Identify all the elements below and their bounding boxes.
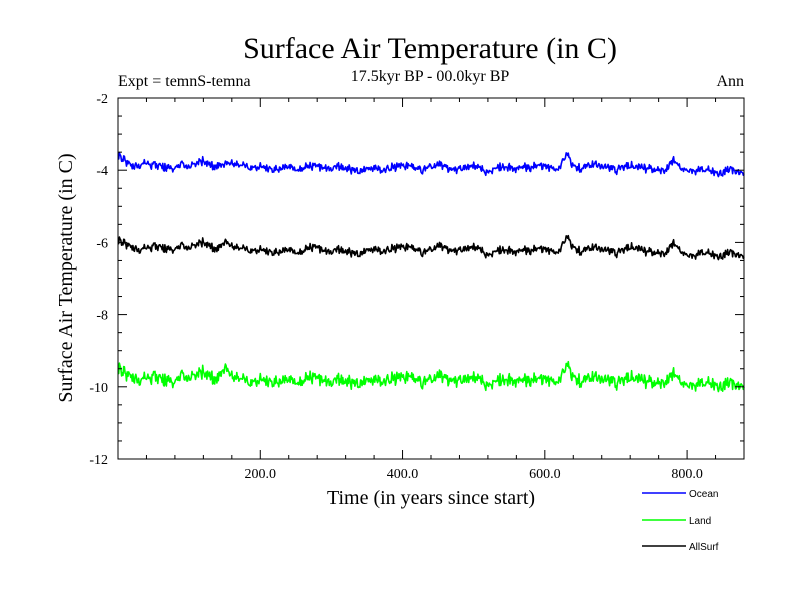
y-axis-label: Surface Air Temperature (in C) — [55, 153, 77, 402]
season-label: Ann — [716, 73, 744, 90]
legend-label-ocean: Ocean — [689, 489, 718, 500]
y-tick-label: -8 — [96, 309, 108, 324]
y-tick-label: -2 — [96, 92, 108, 107]
legend: Ocean Land AllSurf — [642, 489, 719, 553]
y-tick-label: -4 — [96, 164, 108, 179]
chart-subtitle: 17.5kyr BP - 00.0kyr BP — [351, 68, 510, 85]
chart-title: Surface Air Temperature (in C) — [243, 32, 617, 65]
x-axis-label: Time (in years since start) — [327, 487, 535, 509]
x-tick-label: 400.0 — [387, 467, 419, 482]
legend-label-land: Land — [689, 516, 711, 527]
y-tick-label: -10 — [89, 381, 108, 396]
experiment-label: Expt = temnS-temna — [118, 73, 251, 90]
x-tick-label: 200.0 — [245, 467, 277, 482]
axis-ticks: 200.0 400.0 600.0 800.0 -2 -4 -6 -8 -10 -12 — [89, 92, 744, 482]
series-line-allsurf — [117, 234, 745, 261]
series-line-land — [117, 360, 745, 393]
y-tick-label: -6 — [96, 236, 108, 251]
x-tick-label: 800.0 — [671, 467, 703, 482]
legend-label-allsurf: AllSurf — [689, 542, 719, 553]
series-layer — [117, 151, 745, 393]
series-line-ocean — [117, 151, 745, 178]
y-tick-label: -12 — [89, 453, 108, 468]
x-tick-label: 600.0 — [529, 467, 561, 482]
